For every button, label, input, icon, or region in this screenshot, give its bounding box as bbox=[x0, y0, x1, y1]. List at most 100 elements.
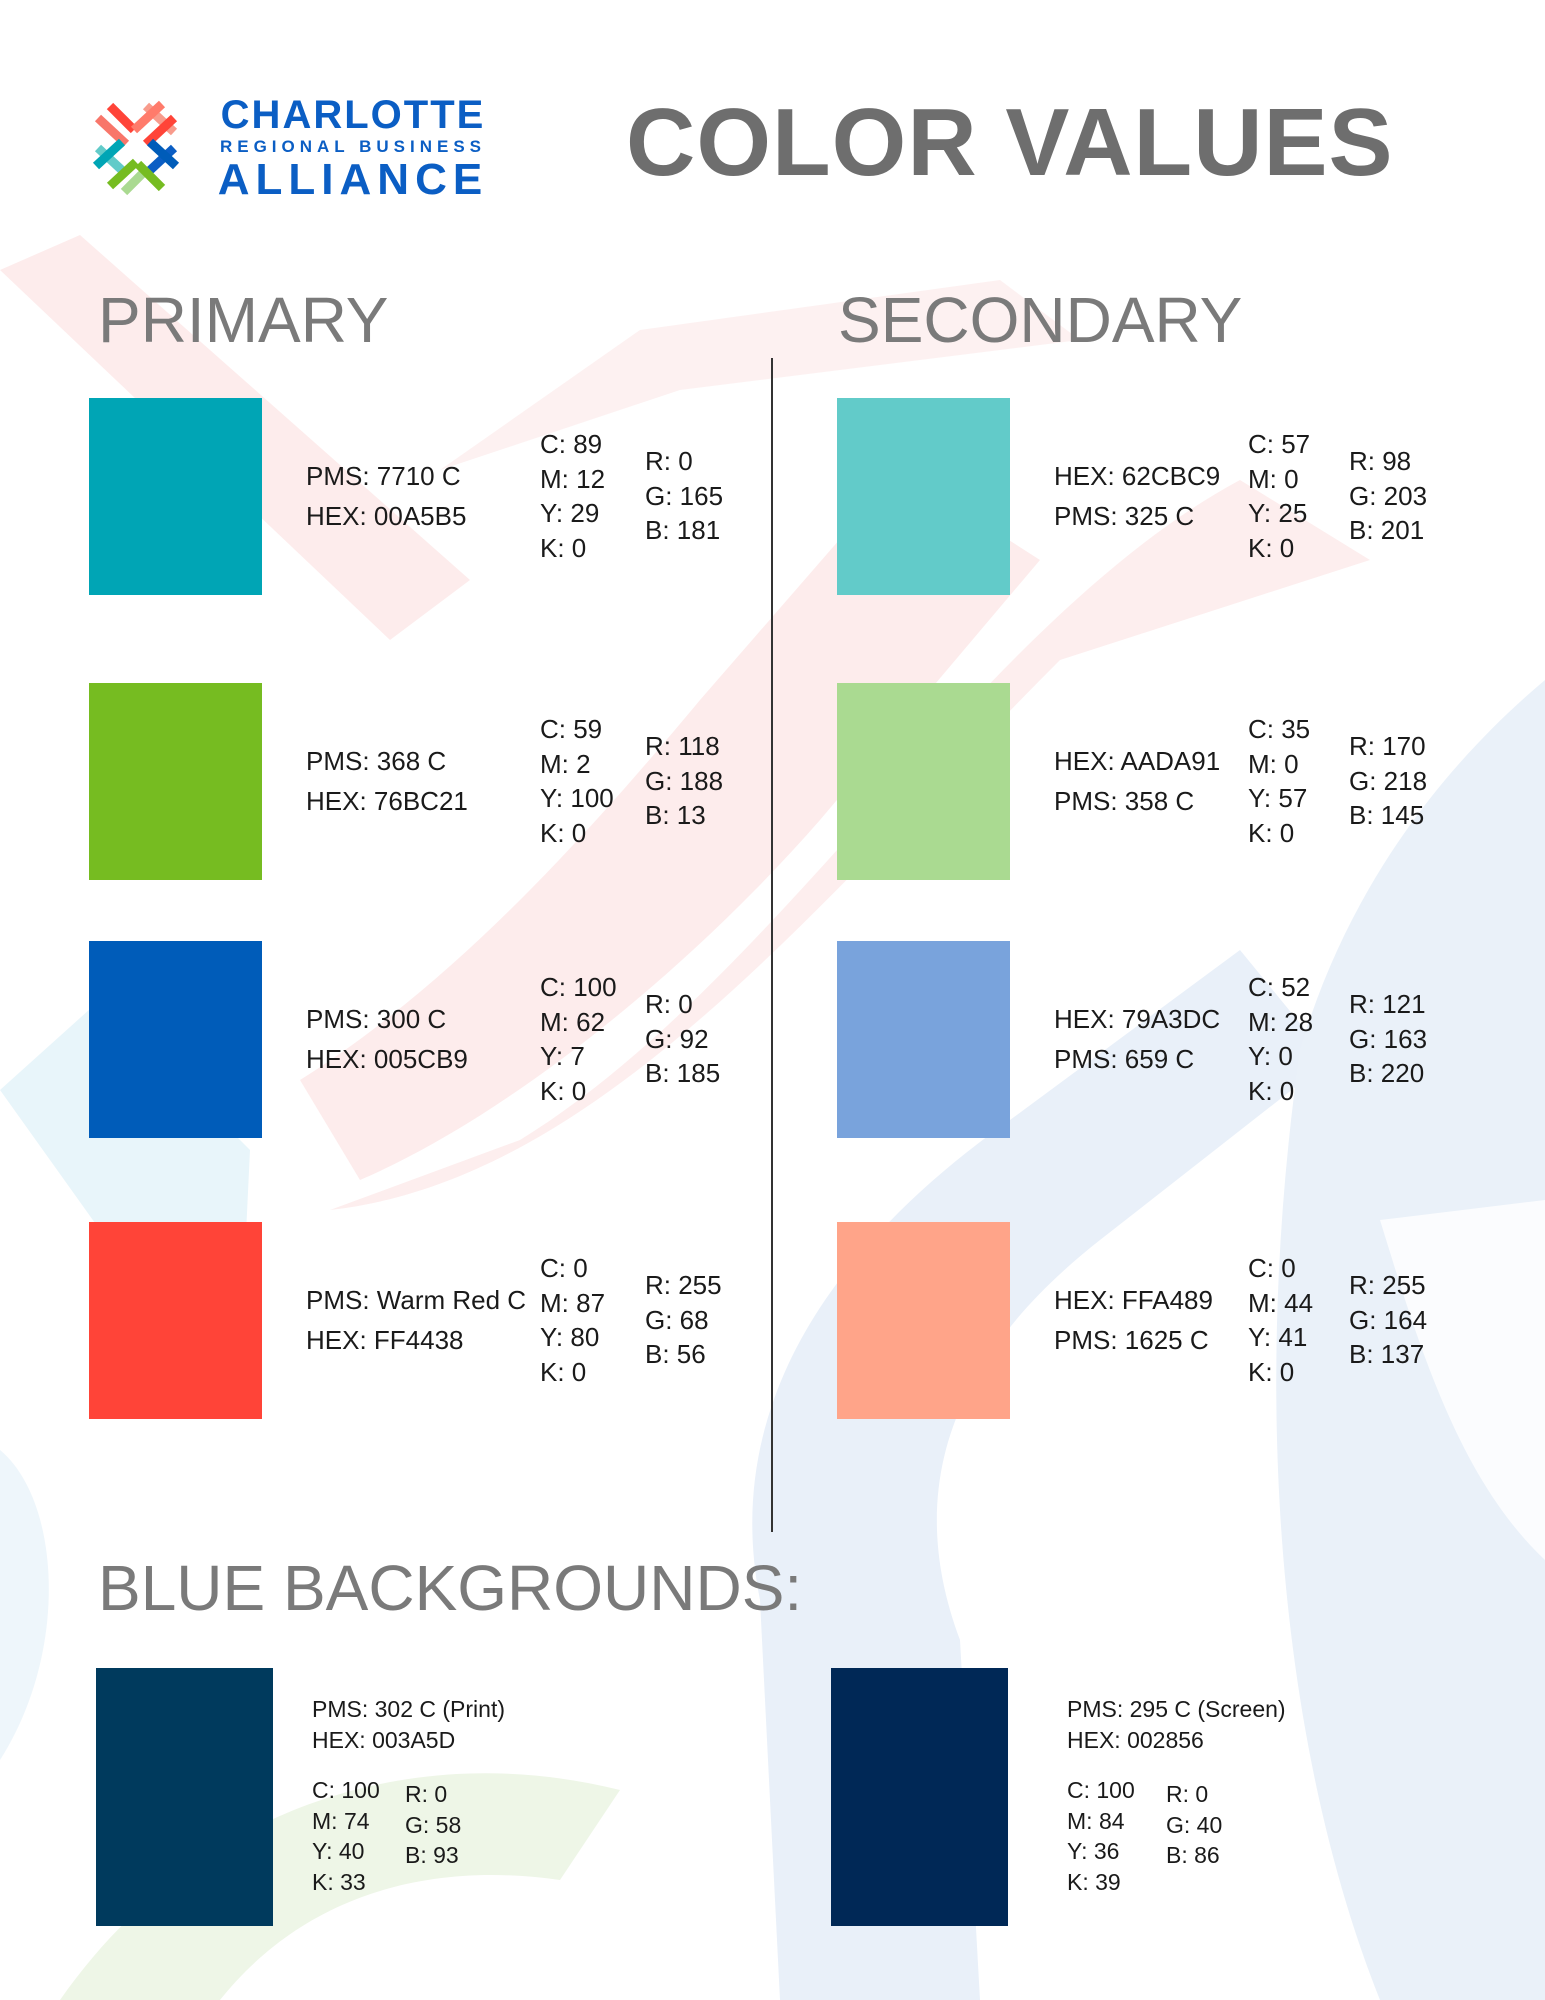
logo-line-regional-business: REGIONAL BUSINESS bbox=[219, 137, 487, 156]
cmyk-m: M: 87 bbox=[540, 1287, 606, 1318]
blue-rgb-screen: R: 0 G: 40 B: 86 bbox=[1166, 1779, 1222, 1871]
rgb-r: R: 0 bbox=[1166, 1781, 1209, 1807]
rgb-b: B: 181 bbox=[645, 515, 721, 545]
rgb-g: G: 58 bbox=[405, 1811, 462, 1838]
primary-rgb-1: R: 0 G: 165 B: 181 bbox=[645, 444, 723, 548]
crossed-arrows-logo-icon bbox=[92, 100, 180, 196]
page-title: COLOR VALUES bbox=[626, 89, 1394, 196]
cmyk-m: M: 0 bbox=[1248, 463, 1299, 494]
primary-swatch-3 bbox=[89, 941, 262, 1138]
secondary-rgb-3: R: 121 G: 163 B: 220 bbox=[1349, 987, 1427, 1091]
rgb-g: G: 40 bbox=[1166, 1811, 1223, 1838]
primary-swatch-2 bbox=[89, 683, 262, 880]
primary-pms-1: PMS: 7710 C bbox=[306, 461, 461, 491]
primary-label-2: PMS: 368 C HEX: 76BC21 bbox=[306, 741, 468, 821]
secondary-heading: SECONDARY bbox=[838, 284, 1243, 356]
cmyk-m: M: 62 bbox=[540, 1006, 606, 1037]
rgb-r: R: 98 bbox=[1349, 446, 1412, 476]
primary-pms-3: PMS: 300 C bbox=[306, 1004, 447, 1034]
rgb-b: B: 56 bbox=[645, 1339, 706, 1369]
cmyk-y: Y: 40 bbox=[312, 1838, 365, 1864]
cmyk-k: K: 0 bbox=[1248, 1356, 1295, 1387]
rgb-r: R: 255 bbox=[645, 1270, 722, 1300]
blue-label-print: PMS: 302 C (Print) HEX: 003A5D bbox=[312, 1694, 505, 1756]
primary-cmyk-2: C: 59 M: 2 Y: 100 K: 0 bbox=[540, 712, 614, 850]
cmyk-c: C: 0 bbox=[540, 1253, 588, 1283]
primary-pms-2: PMS: 368 C bbox=[306, 746, 447, 776]
blue-pms-print: PMS: 302 C (Print) bbox=[312, 1696, 505, 1722]
secondary-label-1: HEX: 62CBC9 PMS: 325 C bbox=[1054, 456, 1220, 536]
cmyk-y: Y: 25 bbox=[1248, 498, 1308, 528]
cmyk-m: M: 12 bbox=[540, 463, 606, 494]
primary-rgb-3: R: 0 G: 92 B: 185 bbox=[645, 987, 720, 1091]
cmyk-m: M: 44 bbox=[1248, 1287, 1314, 1318]
secondary-cmyk-4: C: 0 M: 44 Y: 41 K: 0 bbox=[1248, 1251, 1313, 1389]
primary-heading: PRIMARY bbox=[98, 284, 389, 356]
cmyk-c: C: 52 bbox=[1248, 972, 1311, 1002]
blue-label-screen: PMS: 295 C (Screen) HEX: 002856 bbox=[1067, 1694, 1286, 1756]
secondary-hex-3: HEX: 79A3DC bbox=[1054, 1004, 1221, 1034]
rgb-b: B: 137 bbox=[1349, 1339, 1425, 1369]
primary-rgb-2: R: 118 G: 188 B: 13 bbox=[645, 729, 723, 833]
rgb-b: B: 201 bbox=[1349, 515, 1425, 545]
blue-backgrounds-heading: BLUE BACKGROUNDS: bbox=[98, 1552, 803, 1624]
primary-cmyk-1: C: 89 M: 12 Y: 29 K: 0 bbox=[540, 427, 605, 565]
rgb-b: B: 220 bbox=[1349, 1058, 1425, 1088]
secondary-hex-1: HEX: 62CBC9 bbox=[1054, 461, 1221, 491]
secondary-pms-1: PMS: 325 C bbox=[1054, 501, 1195, 531]
rgb-r: R: 121 bbox=[1349, 989, 1426, 1019]
blue-rgb-print: R: 0 G: 58 B: 93 bbox=[405, 1779, 461, 1871]
primary-hex-3: HEX: 005CB9 bbox=[306, 1044, 468, 1074]
cmyk-c: C: 35 bbox=[1248, 714, 1311, 744]
cmyk-k: K: 0 bbox=[540, 1356, 587, 1387]
rgb-g: G: 188 bbox=[645, 765, 724, 796]
primary-hex-4: HEX: FF4438 bbox=[306, 1325, 464, 1355]
cmyk-c: C: 57 bbox=[1248, 429, 1311, 459]
cmyk-y: Y: 57 bbox=[1248, 783, 1308, 813]
secondary-swatch-4 bbox=[837, 1222, 1010, 1419]
blue-hex-print: HEX: 003A5D bbox=[312, 1727, 456, 1753]
cmyk-y: Y: 0 bbox=[1248, 1041, 1293, 1071]
secondary-swatch-1 bbox=[837, 398, 1010, 595]
cmyk-k: K: 0 bbox=[540, 1075, 587, 1106]
cmyk-c: C: 89 bbox=[540, 429, 603, 459]
logo-line-charlotte: CHARLOTTE bbox=[220, 93, 486, 137]
logo-line-alliance: ALLIANCE bbox=[217, 155, 489, 204]
blue-cmyk-screen: C: 100 M: 84 Y: 36 K: 39 bbox=[1067, 1775, 1135, 1897]
primary-swatch-4 bbox=[89, 1222, 262, 1419]
primary-swatch-1 bbox=[89, 398, 262, 595]
rgb-g: G: 164 bbox=[1349, 1304, 1428, 1335]
primary-label-1: PMS: 7710 C HEX: 00A5B5 bbox=[306, 456, 466, 536]
primary-pms-4: PMS: Warm Red C bbox=[306, 1285, 527, 1315]
cmyk-c: C: 100 bbox=[540, 972, 617, 1002]
blue-hex-screen: HEX: 002856 bbox=[1067, 1727, 1204, 1753]
secondary-pms-4: PMS: 1625 C bbox=[1054, 1325, 1209, 1355]
rgb-b: B: 13 bbox=[645, 800, 706, 830]
cmyk-y: Y: 29 bbox=[540, 498, 600, 528]
rgb-b: B: 185 bbox=[645, 1058, 721, 1088]
secondary-hex-2: HEX: AADA91 bbox=[1054, 746, 1221, 776]
cmyk-m: M: 28 bbox=[1248, 1006, 1314, 1037]
primary-cmyk-3: C: 100 M: 62 Y: 7 K: 0 bbox=[540, 970, 617, 1108]
charlotte-alliance-logo: CHARLOTTE REGIONAL BUSINESS ALLIANCE bbox=[86, 92, 506, 204]
rgb-g: G: 218 bbox=[1349, 765, 1428, 796]
rgb-g: G: 165 bbox=[645, 480, 724, 511]
cmyk-k: K: 0 bbox=[540, 817, 587, 848]
cmyk-k: K: 0 bbox=[1248, 1075, 1295, 1106]
secondary-rgb-4: R: 255 G: 164 B: 137 bbox=[1349, 1268, 1427, 1372]
cmyk-m: M: 84 bbox=[1067, 1807, 1125, 1834]
secondary-cmyk-2: C: 35 M: 0 Y: 57 K: 0 bbox=[1248, 712, 1310, 850]
cmyk-c: C: 100 bbox=[1067, 1777, 1135, 1803]
secondary-label-4: HEX: FFA489 PMS: 1625 C bbox=[1054, 1280, 1213, 1360]
primary-rgb-4: R: 255 G: 68 B: 56 bbox=[645, 1268, 722, 1372]
cmyk-k: K: 0 bbox=[1248, 532, 1295, 563]
secondary-pms-3: PMS: 659 C bbox=[1054, 1044, 1195, 1074]
secondary-hex-4: HEX: FFA489 bbox=[1054, 1285, 1213, 1315]
cmyk-y: Y: 100 bbox=[540, 783, 614, 813]
cmyk-m: M: 0 bbox=[1248, 748, 1299, 779]
cmyk-k: K: 0 bbox=[540, 532, 587, 563]
secondary-rgb-2: R: 170 G: 218 B: 145 bbox=[1349, 729, 1427, 833]
cmyk-c: C: 0 bbox=[1248, 1253, 1296, 1283]
cmyk-y: Y: 41 bbox=[1248, 1322, 1308, 1352]
